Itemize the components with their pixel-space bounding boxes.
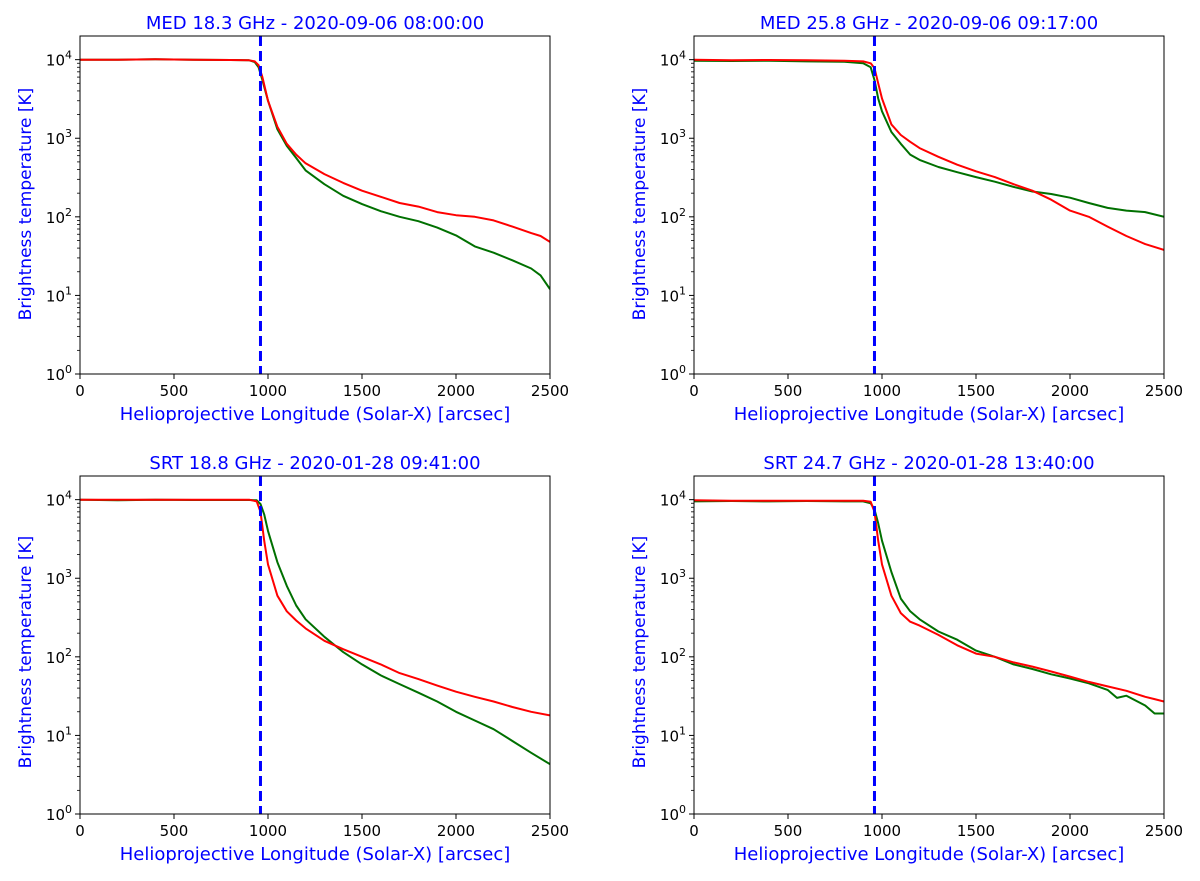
y-tick-label: 104: [660, 489, 686, 510]
x-axis-label: Helioprojective Longitude (Solar-X) [arc…: [734, 844, 1125, 865]
x-tick-label: 500: [160, 382, 189, 400]
y-axis-label: Brightness temperature [K]: [16, 536, 36, 769]
x-tick-label: 2000: [1051, 382, 1089, 400]
series-line-red: [80, 498, 550, 717]
x-tick-label: 1500: [343, 382, 381, 400]
series-line-green: [694, 59, 1164, 218]
x-tick-label: 1500: [957, 822, 995, 840]
x-tick-label: 2000: [437, 382, 475, 400]
y-tick-label: 100: [46, 803, 72, 824]
y-tick-label: 103: [46, 567, 72, 588]
y-tick-label: 101: [46, 724, 72, 745]
chart-title: SRT 24.7 GHz - 2020-01-28 13:40:00: [763, 453, 1094, 474]
x-tick-label: 500: [774, 822, 803, 840]
x-tick-label: 1000: [249, 822, 287, 840]
x-tick-label: 500: [160, 822, 189, 840]
plot-area: 0 500 1000 1500 2000 2500 100 101 102 103 104: [46, 35, 569, 400]
x-tick-label: 2500: [1145, 822, 1183, 840]
y-tick-label: 101: [46, 284, 72, 305]
y-tick-label: 102: [46, 646, 72, 667]
x-tick-label: 2500: [1145, 382, 1183, 400]
plot-area: 0 500 1000 1500 2000 2500 100 101 102 103 104: [46, 475, 569, 840]
plot-area: 0 500 1000 1500 2000 2500 100 101 102 103 104: [660, 475, 1183, 840]
series-line-red: [694, 58, 1164, 251]
chart-title: SRT 18.8 GHz - 2020-01-28 09:41:00: [149, 453, 480, 474]
panel-med-18-3-ghz: MED 18.3 GHz - 2020-09-06 08:00:00 0 500 1…: [16, 13, 569, 425]
chart-title: MED 18.3 GHz - 2020-09-06 08:00:00: [146, 13, 484, 34]
x-tick-label: 0: [75, 822, 85, 840]
y-tick-label: 104: [46, 49, 72, 70]
x-tick-label: 0: [689, 822, 699, 840]
chart-title: MED 25.8 GHz - 2020-09-06 09:17:00: [760, 13, 1098, 34]
x-tick-label: 500: [774, 382, 803, 400]
x-axis-label: Helioprojective Longitude (Solar-X) [arc…: [120, 844, 511, 865]
axes-frame: [693, 475, 1165, 815]
x-tick-label: 0: [689, 382, 699, 400]
y-tick-label: 103: [660, 127, 686, 148]
y-tick-label: 102: [660, 206, 686, 227]
x-tick-label: 2000: [437, 822, 475, 840]
y-tick-label: 100: [46, 363, 72, 384]
x-tick-label: 1500: [957, 382, 995, 400]
y-tick-label: 103: [660, 567, 686, 588]
x-tick-label: 2500: [531, 382, 569, 400]
axes-frame: [79, 35, 551, 375]
y-tick-label: 100: [660, 363, 686, 384]
panel-med-25-8-ghz: MED 25.8 GHz - 2020-09-06 09:17:00 0 500 1…: [630, 13, 1183, 425]
y-tick-label: 101: [660, 284, 686, 305]
y-axis-label: Brightness temperature [K]: [630, 88, 650, 321]
axes-frame: [693, 35, 1165, 375]
y-tick-label: 102: [46, 206, 72, 227]
plot-area: 0 500 1000 1500 2000 2500 100 101 102 103 104: [660, 35, 1183, 400]
x-tick-label: 1000: [863, 822, 901, 840]
x-tick-label: 1000: [863, 382, 901, 400]
x-tick-label: 1000: [249, 382, 287, 400]
series-line-green: [80, 58, 550, 290]
y-tick-label: 103: [46, 127, 72, 148]
series-line-red: [80, 58, 550, 243]
axes-frame: [79, 475, 551, 815]
x-tick-label: 2000: [1051, 822, 1089, 840]
x-tick-label: 1500: [343, 822, 381, 840]
panel-srt-24-7-ghz: SRT 24.7 GHz - 2020-01-28 13:40:00 0 500 1…: [630, 453, 1183, 865]
panel-srt-18-8-ghz: SRT 18.8 GHz - 2020-01-28 09:41:00 0 500 1…: [16, 453, 569, 865]
y-axis-label: Brightness temperature [K]: [16, 88, 36, 321]
y-axis-label: Brightness temperature [K]: [630, 536, 650, 769]
y-tick-label: 101: [660, 724, 686, 745]
series-line-green: [694, 500, 1164, 715]
series-line-red: [694, 499, 1164, 703]
x-tick-label: 0: [75, 382, 85, 400]
y-tick-label: 100: [660, 803, 686, 824]
x-axis-label: Helioprojective Longitude (Solar-X) [arc…: [120, 404, 511, 425]
y-tick-label: 104: [46, 489, 72, 510]
y-tick-label: 102: [660, 646, 686, 667]
x-tick-label: 2500: [531, 822, 569, 840]
series-line-green: [80, 498, 550, 766]
y-tick-label: 104: [660, 49, 686, 70]
x-axis-label: Helioprojective Longitude (Solar-X) [arc…: [734, 404, 1125, 425]
